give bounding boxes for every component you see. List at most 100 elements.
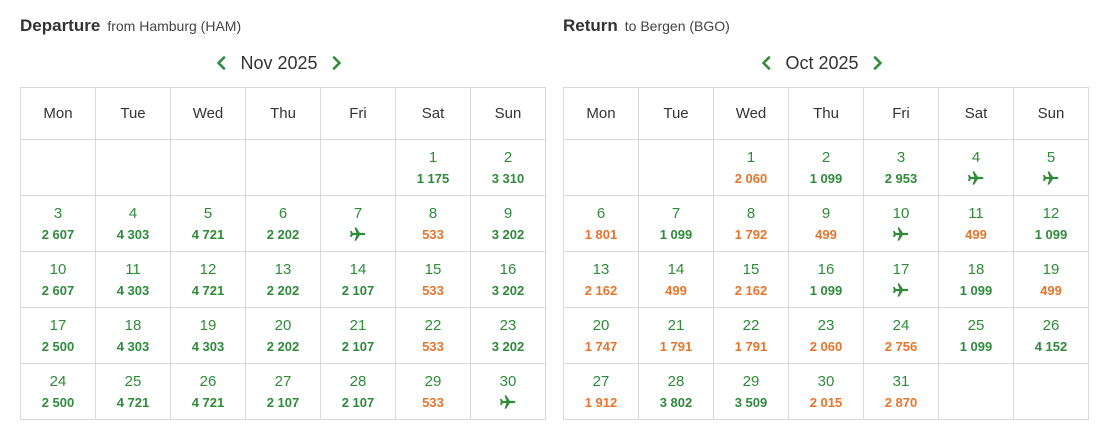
day-cell-18[interactable]: 18 4 303 — [95, 307, 171, 364]
day-cell-13[interactable]: 13 2 202 — [245, 251, 321, 308]
plane-icon — [864, 283, 938, 298]
day-cell-25[interactable]: 25 4 721 — [95, 363, 171, 420]
day-cell-29[interactable]: 29 3 509 — [713, 363, 789, 420]
day-cell-11[interactable]: 11 4 303 — [95, 251, 171, 308]
day-cell-14[interactable]: 14 2 107 — [320, 251, 396, 308]
day-number: 12 — [1042, 205, 1060, 222]
day-cell-3[interactable]: 3 2 953 — [863, 139, 939, 196]
day-cell-4[interactable]: 4 — [938, 139, 1014, 196]
day-cell-12[interactable]: 12 4 721 — [170, 251, 246, 308]
chevron-left-icon[interactable] — [753, 52, 779, 74]
day-cell-8[interactable]: 8 533 — [395, 195, 471, 252]
empty-day-cell — [320, 139, 396, 196]
day-cell-16[interactable]: 16 3 202 — [470, 251, 546, 308]
day-cell-12[interactable]: 12 1 099 — [1013, 195, 1089, 252]
day-cell-22[interactable]: 22 533 — [395, 307, 471, 364]
day-cell-4[interactable]: 4 4 303 — [95, 195, 171, 252]
weekday-header: Mon — [20, 87, 96, 140]
day-cell-27[interactable]: 27 2 107 — [245, 363, 321, 420]
day-cell-25[interactable]: 25 1 099 — [938, 307, 1014, 364]
return-header: Return to Bergen (BGO) — [563, 16, 730, 36]
day-number: 30 — [817, 373, 835, 390]
day-cell-18[interactable]: 18 1 099 — [938, 251, 1014, 308]
chevron-right-icon[interactable] — [324, 52, 350, 74]
day-cell-7[interactable]: 7 1 099 — [638, 195, 714, 252]
day-cell-14[interactable]: 14 499 — [638, 251, 714, 308]
day-number: 17 — [49, 317, 67, 334]
day-cell-16[interactable]: 16 1 099 — [788, 251, 864, 308]
day-price: 533 — [422, 283, 444, 298]
day-cell-20[interactable]: 20 2 202 — [245, 307, 321, 364]
day-cell-2[interactable]: 2 1 099 — [788, 139, 864, 196]
day-cell-19[interactable]: 19 499 — [1013, 251, 1089, 308]
day-cell-22[interactable]: 22 1 791 — [713, 307, 789, 364]
day-price: 1 791 — [734, 339, 768, 354]
day-number: 31 — [892, 373, 910, 390]
day-cell-10[interactable]: 10 2 607 — [20, 251, 96, 308]
day-cell-31[interactable]: 31 2 870 — [863, 363, 939, 420]
day-cell-23[interactable]: 23 3 202 — [470, 307, 546, 364]
departure-calendar-grid: Mon Tue Wed Thu Fri Sat Sun 1 1 175 2 3 310 3 2 607 4… — [20, 87, 546, 420]
day-price: 3 202 — [491, 283, 525, 298]
day-cell-26[interactable]: 26 4 152 — [1013, 307, 1089, 364]
day-price: 1 099 — [959, 283, 993, 298]
day-cell-20[interactable]: 20 1 747 — [563, 307, 639, 364]
day-cell-3[interactable]: 3 2 607 — [20, 195, 96, 252]
day-cell-28[interactable]: 28 3 802 — [638, 363, 714, 420]
day-price: 1 099 — [659, 227, 693, 242]
departure-title: Departure — [20, 16, 101, 35]
day-cell-1[interactable]: 1 2 060 — [713, 139, 789, 196]
day-cell-17[interactable]: 17 — [863, 251, 939, 308]
calendar-week-row: 27 1 912 28 3 802 29 3 509 30 2 015 31 2 870 — [563, 363, 1089, 420]
day-cell-15[interactable]: 15 2 162 — [713, 251, 789, 308]
empty-day-cell — [938, 363, 1014, 420]
day-number: 7 — [353, 205, 363, 222]
day-cell-24[interactable]: 24 2 500 — [20, 363, 96, 420]
day-price: 2 015 — [809, 395, 843, 410]
day-price: 2 500 — [41, 339, 75, 354]
day-cell-19[interactable]: 19 4 303 — [170, 307, 246, 364]
day-cell-9[interactable]: 9 3 202 — [470, 195, 546, 252]
day-cell-13[interactable]: 13 2 162 — [563, 251, 639, 308]
day-number: 4 — [971, 149, 981, 166]
day-number: 8 — [746, 205, 756, 222]
day-cell-11[interactable]: 11 499 — [938, 195, 1014, 252]
weekday-header: Thu — [788, 87, 864, 140]
day-cell-7[interactable]: 7 — [320, 195, 396, 252]
day-price: 2 500 — [41, 395, 75, 410]
day-cell-27[interactable]: 27 1 912 — [563, 363, 639, 420]
day-cell-24[interactable]: 24 2 756 — [863, 307, 939, 364]
day-price: 2 202 — [266, 227, 300, 242]
day-price: 3 310 — [491, 171, 525, 186]
empty-day-cell — [95, 139, 171, 196]
day-cell-8[interactable]: 8 1 792 — [713, 195, 789, 252]
day-number: 6 — [278, 205, 288, 222]
day-cell-28[interactable]: 28 2 107 — [320, 363, 396, 420]
day-number: 3 — [896, 149, 906, 166]
day-price: 2 060 — [809, 339, 843, 354]
day-cell-5[interactable]: 5 — [1013, 139, 1089, 196]
day-cell-26[interactable]: 26 4 721 — [170, 363, 246, 420]
day-number: 9 — [503, 205, 513, 222]
day-cell-30[interactable]: 30 — [470, 363, 546, 420]
day-cell-9[interactable]: 9 499 — [788, 195, 864, 252]
day-cell-30[interactable]: 30 2 015 — [788, 363, 864, 420]
day-cell-2[interactable]: 2 3 310 — [470, 139, 546, 196]
day-cell-21[interactable]: 21 1 791 — [638, 307, 714, 364]
chevron-right-icon[interactable] — [865, 52, 891, 74]
day-cell-17[interactable]: 17 2 500 — [20, 307, 96, 364]
day-number: 7 — [671, 205, 681, 222]
day-cell-5[interactable]: 5 4 721 — [170, 195, 246, 252]
day-cell-23[interactable]: 23 2 060 — [788, 307, 864, 364]
day-cell-6[interactable]: 6 1 801 — [563, 195, 639, 252]
day-cell-21[interactable]: 21 2 107 — [320, 307, 396, 364]
day-number: 10 — [892, 205, 910, 222]
day-cell-29[interactable]: 29 533 — [395, 363, 471, 420]
day-cell-1[interactable]: 1 1 175 — [395, 139, 471, 196]
day-price: 499 — [1040, 283, 1062, 298]
day-cell-6[interactable]: 6 2 202 — [245, 195, 321, 252]
chevron-left-icon[interactable] — [208, 52, 234, 74]
day-cell-15[interactable]: 15 533 — [395, 251, 471, 308]
day-cell-10[interactable]: 10 — [863, 195, 939, 252]
day-price: 2 162 — [734, 283, 768, 298]
